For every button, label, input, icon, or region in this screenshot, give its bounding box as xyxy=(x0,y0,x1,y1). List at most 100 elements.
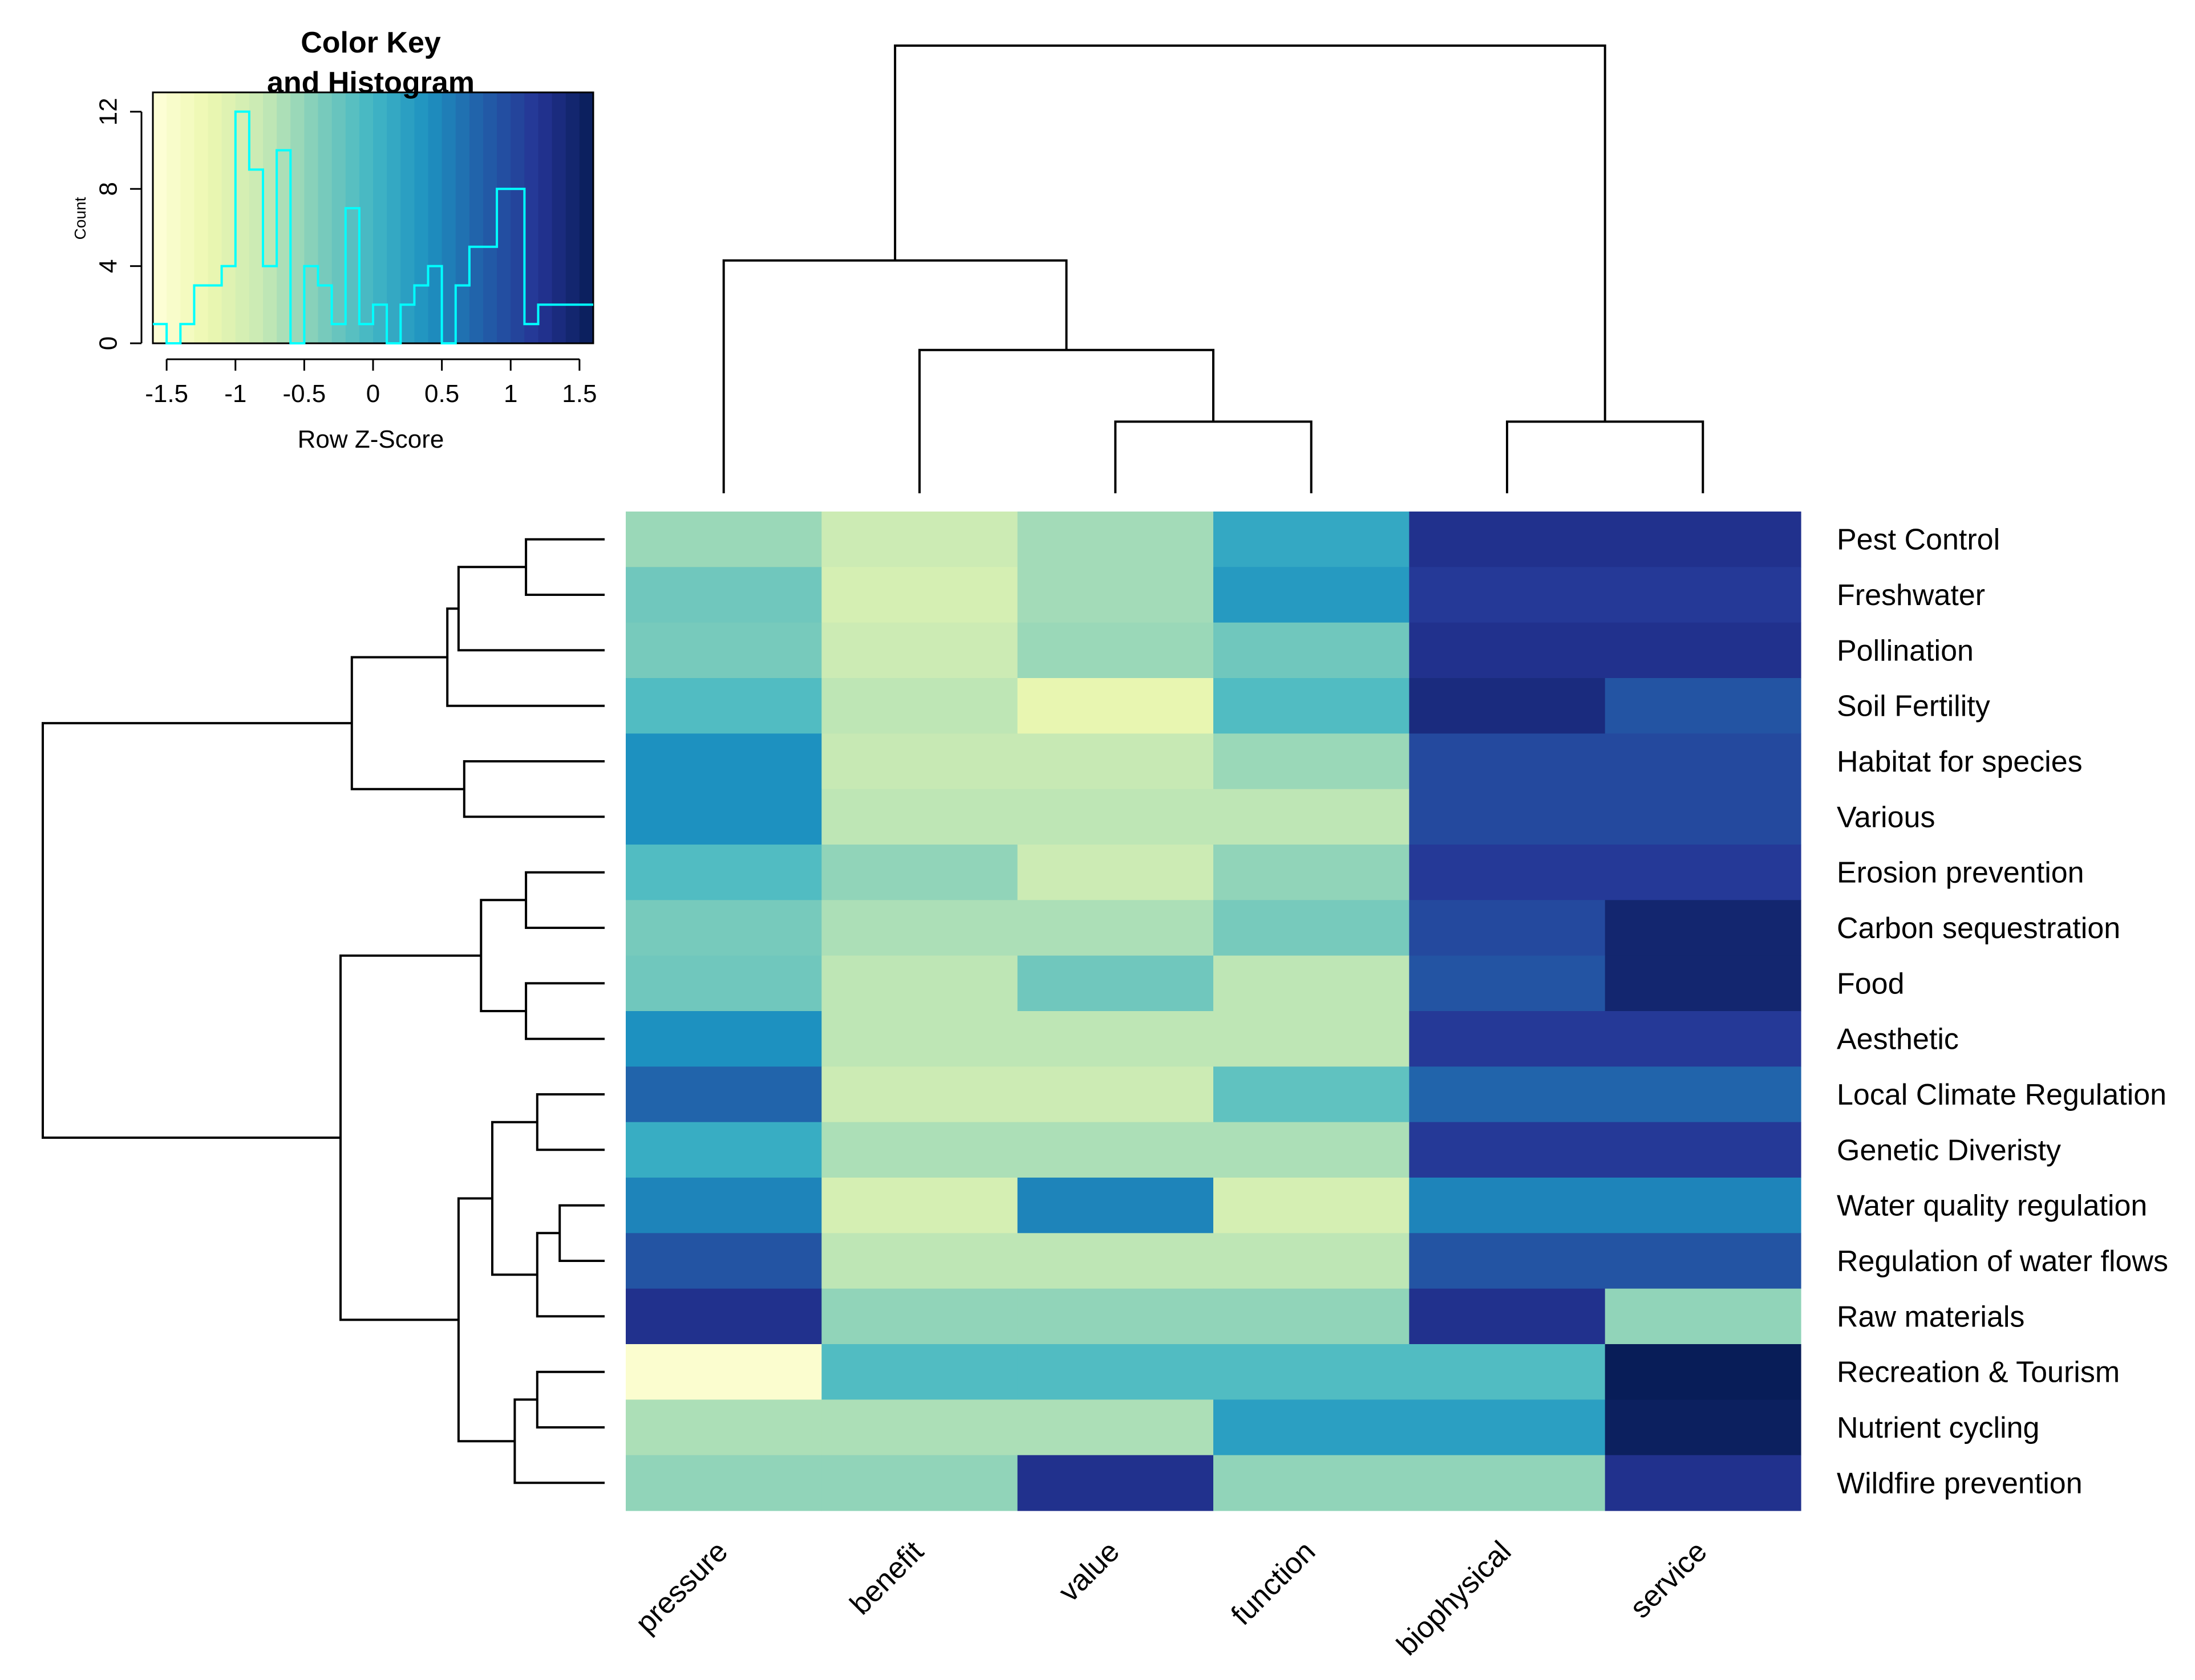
heatmap-cell xyxy=(1605,789,1801,845)
column-dendrogram-branch xyxy=(894,44,1606,422)
color-key-band xyxy=(455,92,470,343)
row-label: Food xyxy=(1837,967,1905,1000)
row-label: Raw materials xyxy=(1837,1300,2024,1333)
color-key-band xyxy=(524,92,539,343)
heatmap-cell xyxy=(1409,845,1606,900)
heatmap-cell xyxy=(1213,1399,1410,1456)
heatmap-cell xyxy=(1017,1122,1214,1178)
heatmap-cell xyxy=(1409,567,1606,623)
color-key-x-tick-label: 1 xyxy=(504,380,517,408)
color-key-x-tick-label: -1.5 xyxy=(145,380,188,408)
heatmap-cell xyxy=(1409,1455,1606,1511)
heatmap-cell xyxy=(1017,678,1214,734)
heatmap-cell xyxy=(1409,512,1606,567)
color-key-band xyxy=(249,92,264,343)
row-label: Wildfire prevention xyxy=(1837,1467,2083,1500)
heatmap-cell xyxy=(821,1455,1018,1511)
row-label: Regulation of water flows xyxy=(1837,1245,2168,1278)
heatmap-cell xyxy=(821,845,1018,900)
heatmap-cell xyxy=(821,1344,1018,1400)
heatmap-cell xyxy=(1213,1066,1410,1123)
color-key-band xyxy=(194,92,209,343)
row-label: Water quality regulation xyxy=(1837,1190,2147,1223)
heatmap-cell xyxy=(1605,1344,1801,1400)
heatmap-cell xyxy=(1409,1233,1606,1289)
heatmap-cell xyxy=(1605,567,1801,623)
heatmap-cell xyxy=(1017,1399,1214,1456)
heatmap-cell xyxy=(626,900,822,956)
color-key-x-tick-label: -0.5 xyxy=(282,380,326,408)
heatmap-cell xyxy=(1017,845,1214,900)
heatmap-cell xyxy=(821,1122,1018,1178)
color-key-band xyxy=(565,92,580,343)
color-key-band xyxy=(180,92,195,343)
row-dendrogram xyxy=(42,538,605,1484)
heatmap-cell xyxy=(1017,1344,1214,1400)
color-key-band xyxy=(414,92,429,343)
color-key-band xyxy=(304,92,319,343)
heatmap-cell xyxy=(821,1178,1018,1233)
heatmap-cell xyxy=(1213,1011,1410,1067)
row-label: Aesthetic xyxy=(1837,1023,1959,1056)
color-key-band xyxy=(428,92,443,343)
heatmap-cell xyxy=(1409,1122,1606,1178)
color-key-band xyxy=(277,92,291,343)
heatmap-cell xyxy=(1605,1178,1801,1233)
heatmap-cell xyxy=(1017,1233,1214,1289)
color-key-title-line2: and Histogram xyxy=(267,66,475,99)
heatmap-cell xyxy=(1409,622,1606,679)
row-label: Freshwater xyxy=(1837,579,1985,612)
color-key-title-line1: Color Key xyxy=(301,26,441,59)
heatmap-cell xyxy=(821,678,1018,734)
row-labels: Pest Control Freshwater Pollination Soil Fe… xyxy=(1837,524,2168,1500)
color-key-band xyxy=(579,92,594,343)
heatmap-cell xyxy=(1213,1344,1410,1400)
heatmap-cell xyxy=(1605,1455,1801,1511)
color-key-histogram xyxy=(153,110,593,344)
heatmap-cell xyxy=(1409,733,1606,790)
heatmap-cell xyxy=(821,567,1018,623)
heatmap-cell xyxy=(821,1066,1018,1123)
heatmap-cell xyxy=(1605,1288,1801,1345)
heatmap-cell xyxy=(1017,1455,1214,1511)
heatmap-cell xyxy=(1409,955,1606,1012)
row-label: Various xyxy=(1837,801,1935,834)
color-key-x-tick-label: 1.5 xyxy=(562,380,597,408)
heatmap-cell xyxy=(626,1233,822,1289)
heatmap-cell xyxy=(1213,789,1410,845)
heatmap-cell xyxy=(1605,733,1801,790)
heatmap-cell xyxy=(1605,622,1801,679)
row-dendrogram-branch xyxy=(42,722,352,1139)
color-key-band xyxy=(469,92,484,343)
row-label: Pest Control xyxy=(1837,524,2000,557)
heatmap-cell xyxy=(1605,1011,1801,1067)
color-key-band xyxy=(290,92,305,343)
heatmap-cell xyxy=(1213,512,1410,567)
heatmap-cell xyxy=(626,1288,822,1345)
row-label: Recreation & Tourism xyxy=(1837,1356,2120,1389)
heatmap-cells xyxy=(626,512,1801,1511)
heatmap-cell xyxy=(1213,900,1410,956)
color-key-band xyxy=(221,92,236,343)
heatmap-cell xyxy=(1017,900,1214,956)
heatmap-cell xyxy=(1017,1066,1214,1123)
heatmap-cell xyxy=(1605,955,1801,1012)
color-key-x-tick-label: -1 xyxy=(224,380,246,408)
row-label: Local Climate Regulation xyxy=(1837,1078,2166,1111)
heatmap-cell xyxy=(1409,789,1606,845)
row-label: Soil Fertility xyxy=(1837,690,1990,723)
color-key-x-tick-label: 0 xyxy=(366,380,380,408)
heatmap-cell xyxy=(1213,1233,1410,1289)
heatmap-cell xyxy=(1213,1288,1410,1345)
heatmap-cell xyxy=(1017,622,1214,679)
color-key-y-tick-label: 0 xyxy=(95,336,123,350)
heatmap-cell xyxy=(626,622,822,679)
heatmap-cell xyxy=(821,622,1018,679)
color-key-band xyxy=(359,92,374,343)
heatmap-cell xyxy=(626,733,822,790)
row-label: Erosion prevention xyxy=(1837,857,2084,890)
heatmap-cell xyxy=(1017,567,1214,623)
heatmap-cell xyxy=(1017,1011,1214,1067)
heatmap-cell xyxy=(1213,567,1410,623)
heatmap-cell xyxy=(1017,512,1214,567)
